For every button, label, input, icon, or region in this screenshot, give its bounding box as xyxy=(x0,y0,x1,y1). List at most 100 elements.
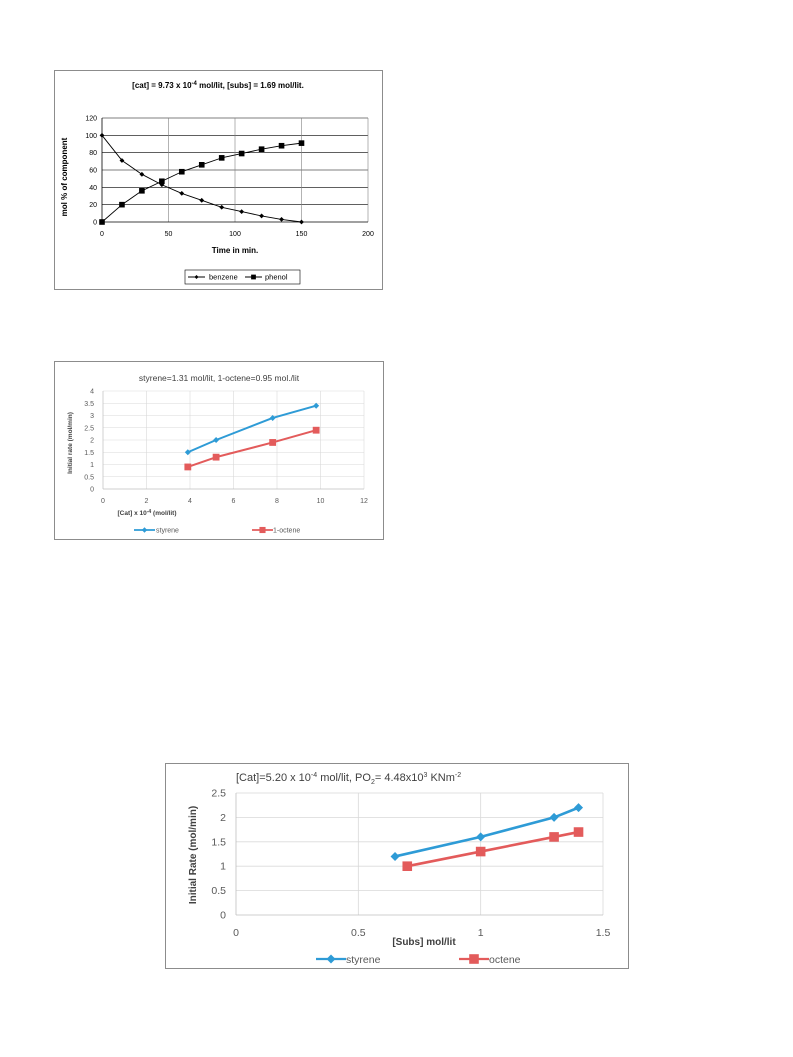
x-tick-label: 100 xyxy=(229,231,241,238)
data-point-benzene xyxy=(239,209,245,214)
chart-3-axes xyxy=(235,793,603,916)
series-line-benzene xyxy=(101,135,302,223)
y-tick-label: 40 xyxy=(89,185,97,192)
y-tick-label: 0.5 xyxy=(211,885,226,897)
y-tick-label: 2 xyxy=(220,812,226,824)
data-point-octene xyxy=(573,827,584,837)
y-tick-label: 2 xyxy=(90,438,94,445)
x-tick-label: 0 xyxy=(101,498,105,505)
chart-3-xlabel: [Subs] mol/lit xyxy=(392,937,456,948)
y-tick-label: 2.5 xyxy=(211,788,226,800)
chart-3-grid xyxy=(236,792,604,915)
chart-2-ticks: 0 0.5 1 1.5 2 2.5 3 3.5 4 0 2 4 6 8 10 12 xyxy=(84,389,368,506)
x-tick-label: 1 xyxy=(478,927,484,939)
data-point-benzene xyxy=(219,204,225,210)
data-point-octene xyxy=(402,861,413,871)
y-tick-label: 100 xyxy=(85,133,97,140)
x-tick-label: 0 xyxy=(233,927,239,939)
y-tick-label: 3.5 xyxy=(84,401,94,408)
data-point-styrene xyxy=(313,402,320,409)
chart-1-ticks: 0 20 40 60 80 100 120 0 50 100 150 200 xyxy=(85,116,374,239)
x-tick-label: 200 xyxy=(362,231,374,238)
y-tick-label: 1.5 xyxy=(211,836,226,848)
legend-marker-phenol xyxy=(251,274,256,280)
data-point-styrene xyxy=(213,437,220,443)
legend-label-benzene: benzene xyxy=(209,273,238,282)
chart-2-title: styrene=1.31 mol/lit, 1-octene=0.95 mol.… xyxy=(139,373,300,383)
y-tick-label: 3 xyxy=(90,413,94,420)
chart-1-axes xyxy=(101,118,368,223)
chart-3-ylabel: Initial Rate (mol/min) xyxy=(188,806,199,904)
data-point-phenol xyxy=(218,155,225,161)
legend-marker-1-octene xyxy=(259,526,266,534)
data-point-styrene xyxy=(549,812,559,822)
chart-1-legend-box xyxy=(184,269,301,285)
chart-3-legend: styrene octene xyxy=(316,954,521,966)
data-point-phenol xyxy=(139,188,145,194)
y-tick-label: 4 xyxy=(90,389,94,396)
data-point-1-octene xyxy=(269,439,277,446)
chart-1-series xyxy=(99,132,305,225)
x-tick-label: 50 xyxy=(165,231,173,238)
legend-marker-octene xyxy=(469,954,479,964)
legend-label-1-octene: 1-octene xyxy=(273,528,300,535)
data-point-benzene xyxy=(279,217,284,222)
data-point-phenol xyxy=(238,150,245,157)
chart-1-svg: [cat] = 9.73 x 10-4 mol/lit, [subs] = 1.… xyxy=(60,81,374,285)
x-tick-label: 12 xyxy=(360,498,368,505)
series-line-styrene xyxy=(187,404,317,454)
data-point-octene xyxy=(549,832,559,842)
data-point-phenol xyxy=(119,201,125,208)
chart-2-xlabel: [Cat] x 10-4 (mol/lit) xyxy=(118,509,177,517)
chart-1-xlabel: Time in min. xyxy=(212,246,259,255)
chart-1-ylabel: mol % of component xyxy=(60,137,69,216)
x-tick-label: 6 xyxy=(232,498,236,505)
data-point-phenol xyxy=(258,146,265,152)
y-tick-label: 60 xyxy=(89,168,97,175)
y-tick-label: 1.5 xyxy=(84,450,94,457)
x-tick-label: 1.5 xyxy=(596,927,611,939)
chart-rate-vs-cat: styrene=1.31 mol/lit, 1-octene=0.95 mol.… xyxy=(54,361,384,540)
y-tick-label: 2.5 xyxy=(84,425,94,432)
series-line-phenol xyxy=(101,142,302,223)
data-point-phenol xyxy=(278,142,285,149)
data-point-benzene xyxy=(199,197,205,203)
x-tick-label: 2 xyxy=(145,498,149,505)
y-tick-label: 1 xyxy=(220,861,226,873)
chart-rate-vs-subs: [Cat]=5.20 x 10-4 mol/lit, PO2= 4.48x103… xyxy=(165,763,629,969)
y-tick-label: 0 xyxy=(90,487,94,494)
data-point-1-octene xyxy=(212,453,220,461)
x-tick-label: 8 xyxy=(275,498,279,505)
data-point-styrene xyxy=(476,832,486,842)
series-line-octene xyxy=(407,830,579,868)
data-point-octene xyxy=(475,846,486,857)
data-point-benzene xyxy=(139,171,145,177)
legend-label-octene: octene xyxy=(489,954,521,966)
data-point-benzene xyxy=(259,213,264,219)
data-point-phenol xyxy=(298,140,305,146)
chart-2-series xyxy=(184,402,320,471)
data-point-benzene xyxy=(179,191,185,196)
series-line-styrene xyxy=(394,806,580,858)
legend-marker-styrene xyxy=(141,527,148,533)
y-tick-label: 120 xyxy=(85,116,97,123)
x-tick-label: 150 xyxy=(296,231,308,238)
data-point-styrene xyxy=(574,803,584,813)
legend-label-styrene: styrene xyxy=(156,528,179,535)
y-tick-label: 80 xyxy=(89,150,97,157)
x-tick-label: 0 xyxy=(100,231,104,238)
chart-2-legend: styrene 1-octene xyxy=(134,526,300,535)
legend-marker-styrene xyxy=(326,954,336,964)
data-point-phenol xyxy=(159,178,165,185)
data-point-1-octene xyxy=(184,463,192,471)
chart-1-grid xyxy=(102,117,369,222)
chart-2-axes xyxy=(102,391,364,490)
data-point-styrene xyxy=(390,851,400,861)
data-point-benzene xyxy=(119,158,125,163)
data-point-1-octene xyxy=(312,426,320,434)
chart-2-grid xyxy=(103,390,365,489)
y-tick-label: 20 xyxy=(89,202,97,209)
data-point-styrene xyxy=(269,414,276,421)
data-point-phenol xyxy=(198,162,205,168)
chart-1-title: [cat] = 9.73 x 10-4 mol/lit, [subs] = 1.… xyxy=(132,81,304,90)
